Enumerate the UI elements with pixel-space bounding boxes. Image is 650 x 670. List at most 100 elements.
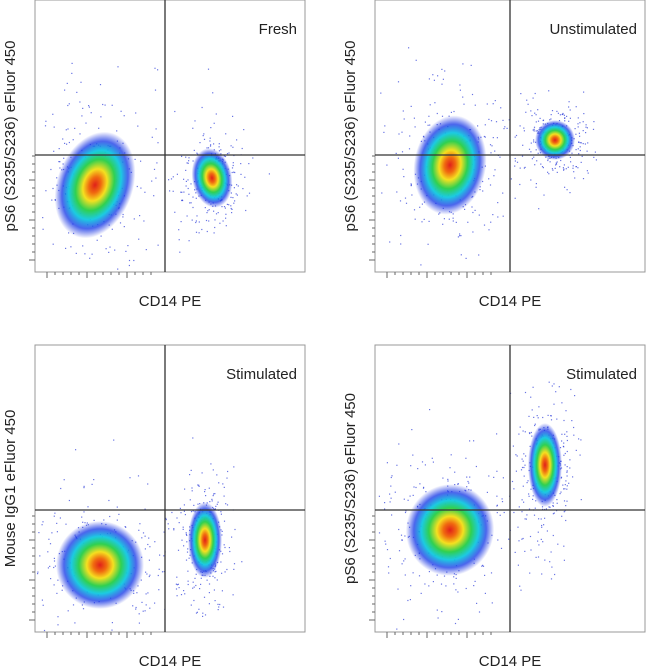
event-dot <box>183 191 185 193</box>
event-dot <box>144 548 146 550</box>
event-dot <box>157 69 159 71</box>
event-dot <box>529 535 532 538</box>
event-dot <box>71 62 73 64</box>
event-dot <box>441 115 444 117</box>
event-dot <box>488 229 490 231</box>
event-dot <box>111 104 113 106</box>
event-dot <box>535 121 537 123</box>
event-dot <box>154 89 157 91</box>
event-dot <box>440 583 443 585</box>
event-dot <box>555 163 558 165</box>
event-dot <box>526 482 528 484</box>
event-dot <box>558 386 560 388</box>
event-dot <box>403 560 405 562</box>
panel-label: Unstimulated <box>549 21 637 38</box>
event-dot <box>455 221 457 223</box>
event-dot <box>39 555 41 557</box>
event-dot <box>168 528 170 530</box>
event-dot <box>203 596 206 598</box>
event-dot <box>386 462 388 464</box>
event-dot <box>222 220 224 222</box>
event-dot <box>224 207 226 209</box>
event-dot <box>404 197 407 199</box>
event-dot <box>587 172 589 174</box>
event-dot <box>523 130 525 132</box>
event-dot <box>76 91 78 93</box>
event-dot <box>85 122 87 124</box>
event-dot <box>489 144 492 146</box>
event-dot <box>564 120 566 122</box>
event-dot <box>428 585 430 587</box>
event-dot <box>187 179 189 181</box>
event-dot <box>231 208 233 210</box>
event-dot <box>42 521 44 523</box>
event-dot <box>192 206 194 209</box>
event-dot <box>424 464 426 466</box>
event-dot <box>114 249 116 251</box>
event-dot <box>118 513 120 515</box>
event-dot <box>89 257 91 259</box>
event-dot <box>147 592 149 594</box>
event-dot <box>174 211 176 213</box>
event-dot <box>93 479 95 481</box>
event-dot <box>194 189 196 191</box>
event-dot <box>463 103 465 105</box>
event-dot <box>163 555 165 557</box>
event-dot <box>532 386 534 388</box>
event-dot <box>117 66 119 68</box>
event-dot <box>214 508 216 510</box>
event-dot <box>187 162 189 164</box>
event-dot <box>225 503 227 505</box>
event-dot <box>530 549 532 551</box>
event-dot <box>560 477 562 479</box>
event-dot <box>520 93 522 95</box>
event-dot <box>421 221 423 223</box>
event-dot <box>565 480 567 482</box>
event-dot <box>530 488 532 490</box>
event-dot <box>530 396 532 398</box>
event-dot <box>116 519 118 521</box>
event-dot <box>595 159 597 161</box>
event-dot <box>404 535 406 537</box>
y-axis-label: pS6 (S235/S236) eFluor 450 <box>342 41 359 232</box>
event-dot <box>563 168 565 170</box>
event-dot <box>447 478 449 480</box>
event-dot <box>564 117 566 119</box>
event-dot <box>483 135 485 138</box>
event-dot <box>563 446 565 448</box>
event-dot <box>42 217 44 219</box>
event-dot <box>84 253 86 255</box>
event-dot <box>214 226 216 229</box>
event-dot <box>226 153 229 155</box>
event-dot <box>147 483 149 485</box>
event-dot <box>42 604 44 606</box>
event-dot <box>219 603 221 606</box>
event-dot <box>563 500 566 502</box>
event-dot <box>72 139 74 141</box>
event-dot <box>452 217 454 219</box>
event-dot <box>534 92 536 95</box>
event-dot <box>204 489 206 491</box>
event-dot <box>494 150 496 152</box>
event-dot <box>553 403 555 405</box>
event-dot <box>486 103 488 105</box>
event-dot <box>462 96 464 98</box>
event-dot <box>200 583 202 585</box>
event-dot <box>384 125 386 127</box>
event-dot <box>58 161 60 163</box>
event-dot <box>586 150 588 152</box>
event-dot <box>109 246 111 248</box>
event-dot <box>207 210 209 212</box>
event-dot <box>144 610 146 612</box>
event-dot <box>582 130 584 132</box>
event-dot <box>473 440 475 442</box>
event-dot <box>533 141 535 143</box>
event-dot <box>536 160 538 162</box>
event-dot <box>530 110 532 112</box>
event-dot <box>593 121 595 123</box>
event-dot <box>136 592 138 594</box>
event-dot <box>221 534 223 536</box>
event-dot <box>560 491 562 493</box>
event-dot <box>96 239 98 241</box>
event-dot <box>427 124 429 126</box>
